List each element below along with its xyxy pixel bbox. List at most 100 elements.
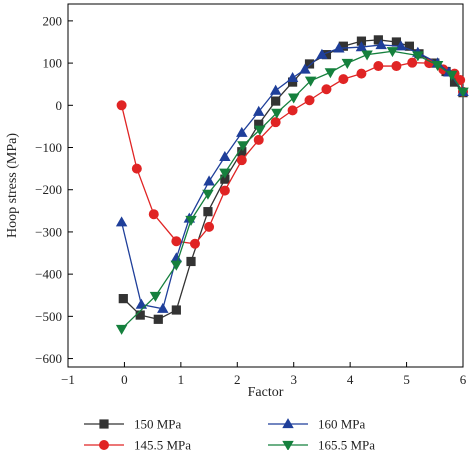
x-tick-label: 6 [460, 372, 467, 387]
data-point [171, 236, 182, 247]
data-point [457, 87, 469, 98]
data-point [171, 305, 181, 315]
data-point [252, 105, 265, 116]
data-point [286, 72, 299, 83]
data-point [304, 76, 317, 87]
legend-item: 165.5 MPa [268, 438, 375, 450]
data-point [269, 84, 282, 95]
y-tick-label: −500 [35, 309, 62, 324]
legend-item: 150 MPa [84, 417, 182, 432]
legend-marker [282, 418, 294, 429]
data-point [304, 95, 315, 106]
y-tick-label: −200 [35, 182, 62, 197]
data-point [203, 175, 215, 186]
legend-marker [282, 440, 294, 450]
data-point [361, 50, 373, 61]
data-point [333, 42, 345, 53]
legend-label: 165.5 MPa [318, 438, 375, 450]
data-point [202, 189, 214, 200]
legend-item: 145.5 MPa [84, 438, 191, 450]
data-point [185, 215, 197, 226]
y-tick-label: −300 [35, 224, 62, 239]
data-point [445, 70, 458, 81]
data-point [186, 256, 196, 267]
legend-label: 145.5 MPa [134, 438, 191, 450]
data-point [271, 108, 283, 119]
data-point [356, 68, 367, 79]
data-point [170, 260, 183, 271]
data-point [253, 134, 264, 145]
data-point [407, 57, 418, 68]
plot-frame [67, 3, 464, 368]
data-point [236, 155, 247, 166]
x-axis-ticks: −1 0 1 2 3 4 5 6 [61, 362, 467, 387]
data-point [375, 39, 387, 50]
data-point [321, 84, 332, 95]
data-point [135, 310, 145, 320]
legend-label: 160 MPa [318, 417, 366, 432]
data-point [237, 141, 249, 152]
x-tick-label: 4 [347, 372, 354, 387]
data-point [373, 61, 384, 72]
legend-marker [99, 439, 110, 450]
y-tick-label: 200 [43, 13, 63, 28]
data-point [131, 163, 142, 174]
legend: 150 MPa 160 MPa 145.5 MPa 165.5 MPa [84, 417, 375, 450]
axes: −1 0 1 2 3 4 5 6 −600 −500 −400 −300 −200 −100 0 100 20… [5, 3, 467, 400]
data-point [324, 68, 337, 79]
data-point [355, 41, 368, 52]
y-tick-label: −600 [35, 351, 62, 366]
data-point [203, 207, 213, 217]
data-point [153, 314, 163, 324]
x-tick-label: −1 [61, 372, 75, 387]
x-tick-label: 0 [121, 372, 128, 387]
x-tick-label: 5 [403, 372, 410, 387]
legend-label: 150 MPa [134, 417, 182, 432]
data-point [135, 298, 148, 309]
data-point [287, 105, 298, 116]
x-axis-label: Factor [248, 385, 284, 400]
data-point [412, 51, 424, 62]
data-point [299, 63, 311, 74]
data-point [395, 40, 407, 51]
y-tick-label: −100 [35, 140, 62, 155]
data-point [189, 238, 200, 249]
series-layer [115, 35, 469, 335]
series-line [121, 50, 464, 330]
data-point [115, 216, 128, 227]
data-point [271, 96, 281, 106]
data-point [118, 294, 128, 304]
data-point [341, 58, 354, 69]
y-axis-label: Hoop stress (MPa) [5, 133, 20, 238]
data-point [338, 74, 349, 85]
data-point [219, 168, 231, 179]
data-point [431, 61, 444, 72]
data-point [236, 126, 248, 137]
y-tick-label: 100 [43, 56, 63, 71]
x-tick-label: 1 [178, 372, 185, 387]
legend-item: 160 MPa [268, 417, 366, 432]
data-point [116, 100, 127, 111]
data-point [148, 209, 159, 220]
x-tick-label: 2 [234, 372, 241, 387]
data-point [149, 291, 162, 302]
data-point [219, 185, 230, 196]
data-point [115, 324, 128, 335]
data-point [404, 41, 414, 51]
y-axis-ticks: −600 −500 −400 −300 −200 −100 0 100 200 [35, 13, 73, 366]
series-2 [115, 39, 469, 313]
data-point [386, 47, 399, 58]
data-point [157, 302, 169, 313]
x-tick-label: 3 [290, 372, 297, 387]
series-line [120, 62, 464, 245]
series-3 [115, 47, 469, 335]
y-tick-label: −400 [35, 267, 62, 282]
y-tick-label: 0 [56, 98, 63, 113]
data-point [270, 117, 281, 128]
data-point [316, 48, 328, 59]
legend-marker [99, 419, 109, 429]
data-point [254, 125, 266, 136]
data-point [287, 93, 300, 104]
data-point [219, 150, 231, 161]
